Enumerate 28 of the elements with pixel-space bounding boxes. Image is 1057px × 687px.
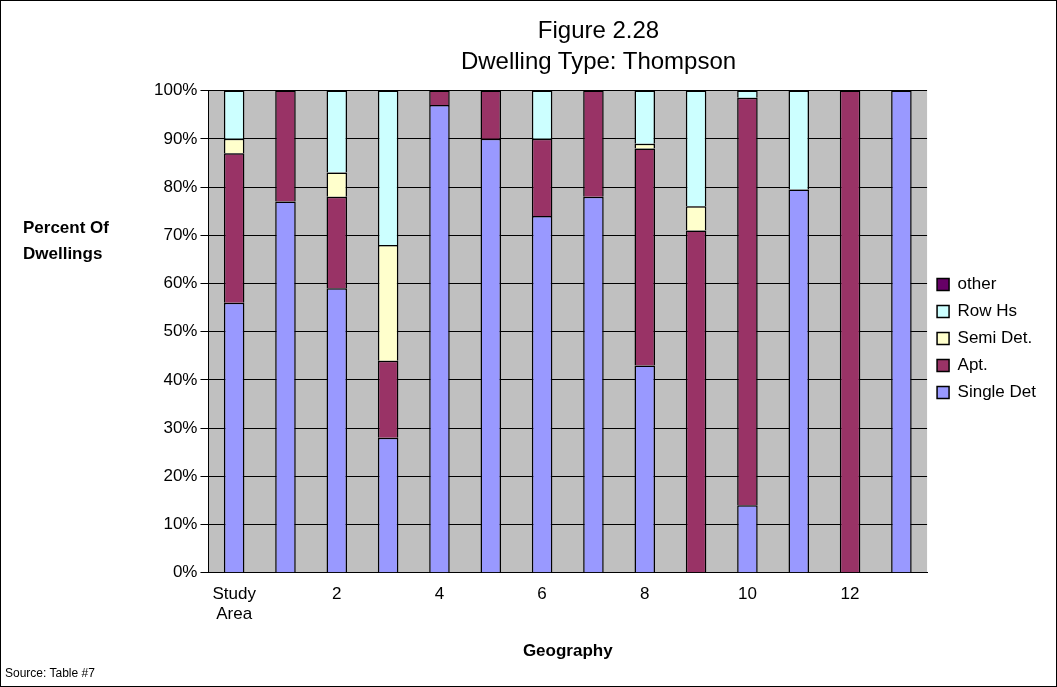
chart-title: Figure 2.28 bbox=[537, 16, 660, 44]
y-tick-label: 90% bbox=[163, 128, 198, 148]
y-tick-label: 60% bbox=[163, 273, 198, 293]
x-tick-label: 12 bbox=[840, 583, 860, 603]
x-tick-label: Study Area bbox=[212, 583, 257, 624]
y-axis-title: Percent Of Dwellings bbox=[23, 217, 110, 265]
legend-label: Semi Det. bbox=[957, 328, 1033, 348]
y-tick-label: 40% bbox=[163, 369, 198, 389]
chart-subtitle: Dwelling Type: Thompson bbox=[460, 46, 737, 74]
y-tick-label: 0% bbox=[172, 562, 198, 582]
y-tick-label: 30% bbox=[163, 417, 198, 437]
legend-label: Apt. bbox=[957, 355, 988, 375]
legend-label: Row Hs bbox=[957, 301, 1018, 321]
source-note: Source: Table #7 bbox=[5, 666, 95, 680]
x-tick-label: 10 bbox=[737, 583, 757, 603]
y-tick-label: 80% bbox=[163, 176, 198, 196]
x-tick-label: 4 bbox=[434, 583, 445, 603]
x-tick-label: 2 bbox=[332, 583, 342, 603]
x-tick-label: 6 bbox=[537, 583, 547, 603]
x-axis-title: Geography bbox=[522, 641, 614, 661]
legend-label: Single Det bbox=[957, 382, 1037, 402]
y-tick-label: 10% bbox=[163, 514, 198, 534]
y-tick-label: 100% bbox=[154, 80, 198, 100]
x-tick-label: 8 bbox=[640, 583, 650, 603]
y-tick-label: 20% bbox=[163, 466, 198, 486]
y-tick-label: 70% bbox=[163, 224, 198, 244]
legend-label: other bbox=[957, 274, 997, 294]
y-tick-label: 50% bbox=[163, 321, 198, 341]
